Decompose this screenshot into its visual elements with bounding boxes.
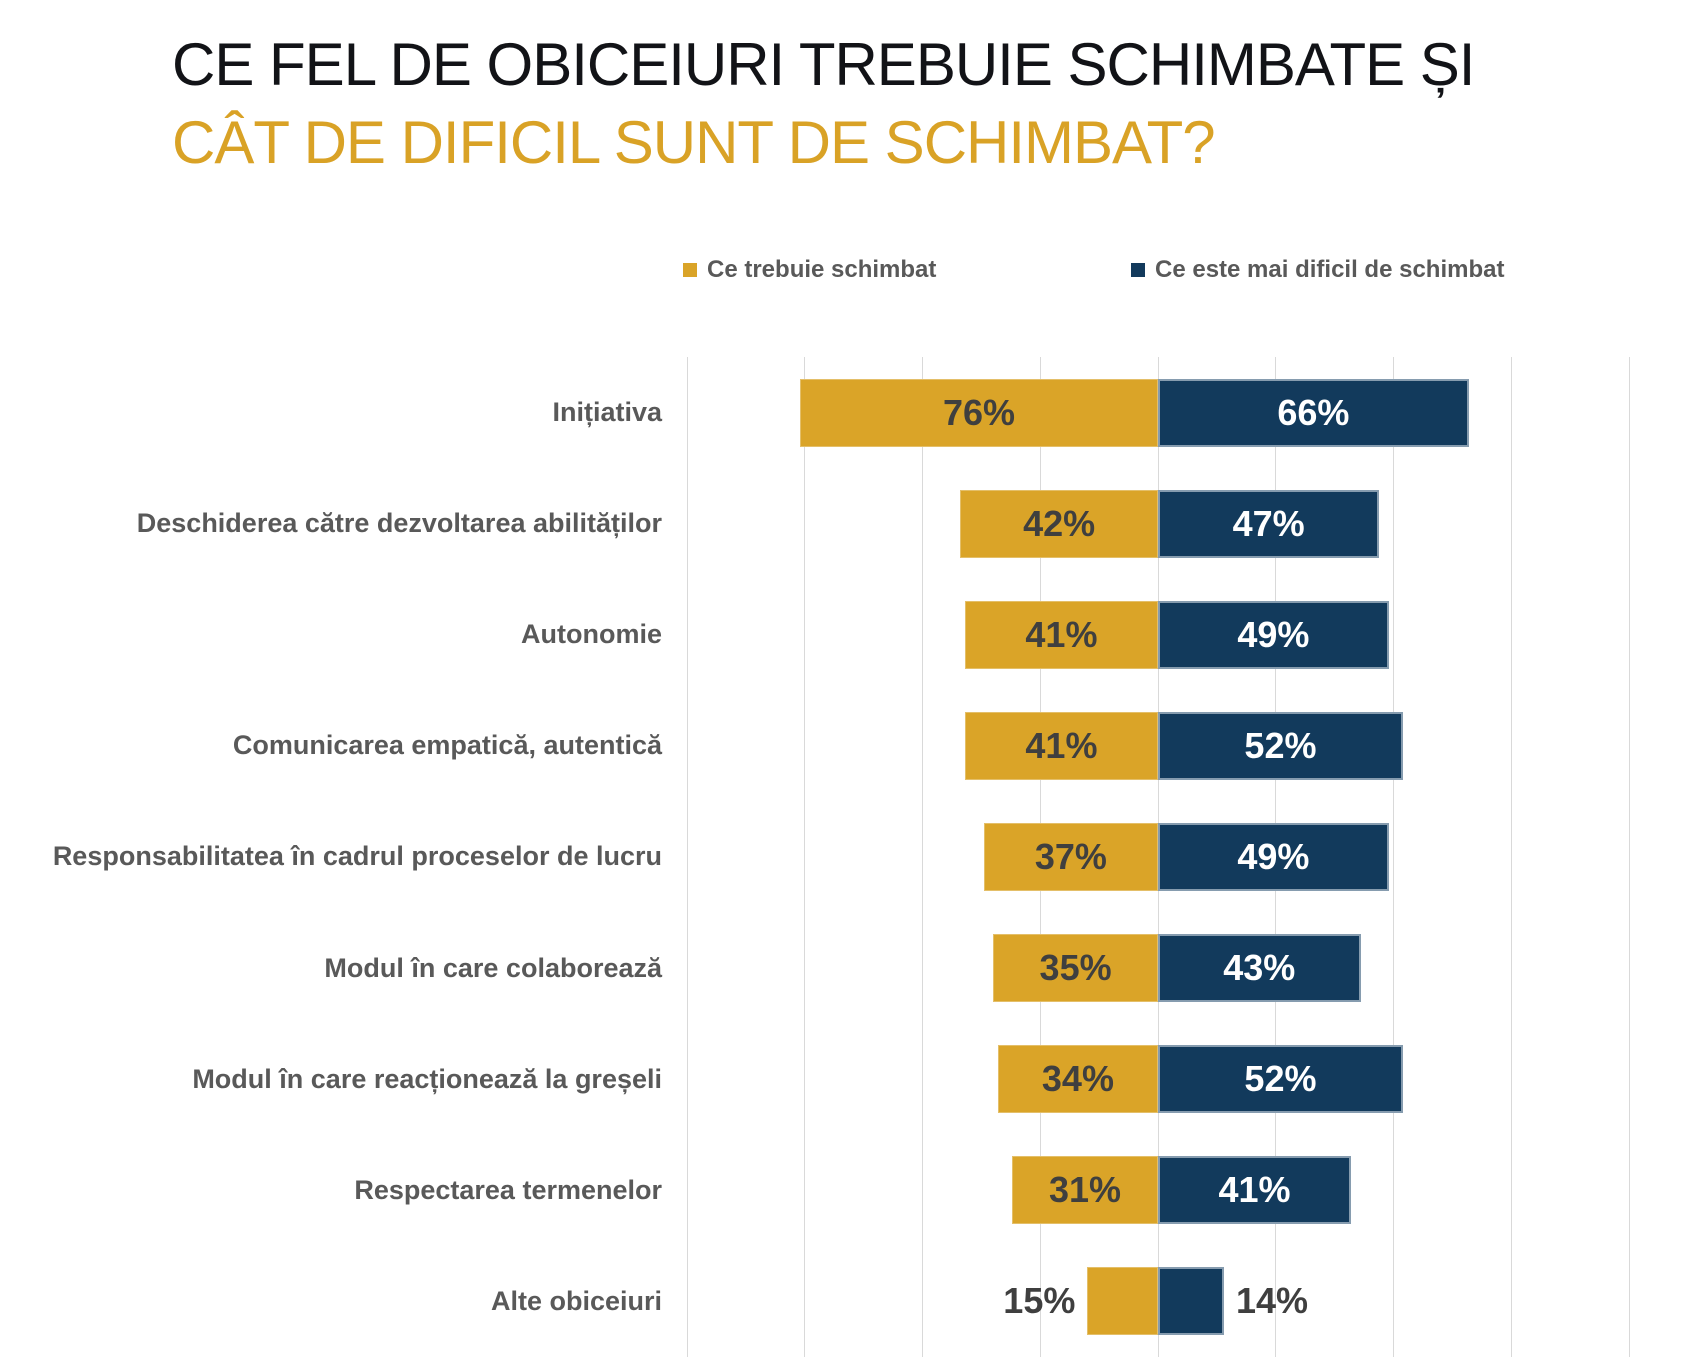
value-label: 41%: [1025, 613, 1098, 655]
value-label: 52%: [1244, 1058, 1317, 1100]
legend-item-ce-este-mai-dificil: Ce este mai dificil de schimbat: [1131, 254, 1504, 286]
value-label: 41%: [1218, 1169, 1291, 1211]
gold-bar: 31%: [1012, 1156, 1158, 1225]
gridline: [1628, 357, 1630, 1357]
gridline: [922, 357, 923, 1357]
category-label: Comunicarea empatică, autentică: [232, 730, 662, 761]
gold-bar: 35%: [993, 934, 1158, 1003]
legend-swatch-gold-icon: [683, 263, 697, 277]
gold-bar: 41%: [964, 711, 1158, 780]
navy-bar: 49%: [1158, 822, 1389, 891]
legend-label-ce-este-mai-dificil: Ce este mai dificil de schimbat: [1155, 256, 1505, 283]
category-label: Respectarea termenelor: [354, 1174, 662, 1205]
legend-item-ce-trebuie-schimbat: Ce trebuie schimbat: [683, 254, 936, 286]
bar-row: 42% 47%: [687, 468, 1629, 579]
navy-bar: 52%: [1158, 711, 1403, 780]
gridline: [1510, 357, 1512, 1357]
bar-row: 34% 52%: [687, 1024, 1629, 1135]
gold-bar: 34%: [997, 1045, 1158, 1114]
gold-bar: 42%: [960, 489, 1158, 558]
title-line-1: CE FEL DE OBICEIURI TREBUIE SCHIMBATE ȘI: [172, 31, 1475, 98]
category-label: Autonomie: [521, 619, 662, 650]
value-label: 15%: [1003, 1280, 1076, 1322]
bar-row: 41% 49%: [687, 579, 1629, 690]
legend-swatch-navy-icon: [1131, 263, 1145, 277]
value-label: 43%: [1223, 947, 1296, 989]
category-label: Inițiativa: [552, 397, 662, 428]
value-label: 41%: [1025, 724, 1098, 766]
value-label: 31%: [1048, 1169, 1122, 1211]
bar-row: 37% 49%: [687, 801, 1629, 912]
value-label: 37%: [1034, 835, 1107, 877]
title-line-2: CÂT DE DIFICIL SUNT DE SCHIMBAT?: [172, 109, 1216, 176]
bar-row: 15% 14%: [687, 1246, 1629, 1357]
value-label: 47%: [1232, 502, 1305, 544]
navy-bar: 66%: [1158, 378, 1469, 447]
category-label: Modul în care colaborează: [324, 952, 662, 983]
navy-bar: [1158, 1267, 1224, 1336]
gridline: [804, 357, 806, 1357]
chart-title: CE FEL DE OBICEIURI TREBUIE SCHIMBATE ȘI…: [172, 26, 1475, 182]
navy-bar: 52%: [1158, 1045, 1403, 1114]
value-label: 76%: [942, 391, 1016, 433]
value-label: 49%: [1237, 835, 1310, 877]
gold-bar: 37%: [983, 822, 1158, 891]
bar-row: 35% 43%: [687, 913, 1629, 1024]
gold-bar: 76%: [800, 378, 1158, 447]
value-label: 49%: [1237, 613, 1310, 655]
gold-bar: 41%: [964, 600, 1158, 669]
bar-row: 31% 41%: [687, 1135, 1629, 1246]
category-label: Modul în care reacționează la greșeli: [192, 1063, 662, 1094]
gold-bar: [1087, 1267, 1158, 1336]
plot-area: 76% 66% 42% 47% 41% 49% 41% 52% 37% 49% 35% 43% 34% 5…: [686, 357, 1630, 1357]
navy-bar: 43%: [1158, 934, 1361, 1003]
navy-bar: 49%: [1158, 600, 1389, 669]
category-label: Alte obiceiuri: [490, 1285, 662, 1316]
gridline: [1393, 357, 1394, 1357]
navy-bar: 41%: [1158, 1156, 1352, 1225]
category-label: Deschiderea către dezvoltarea abilitățil…: [136, 508, 662, 539]
value-label: 35%: [1039, 947, 1112, 989]
value-label: 52%: [1244, 724, 1317, 766]
category-label: Responsabilitatea în cadrul proceselor d…: [52, 841, 662, 872]
legend-label-ce-trebuie-schimbat: Ce trebuie schimbat: [707, 256, 937, 283]
bar-row: 41% 52%: [687, 690, 1629, 801]
gridline: [686, 357, 688, 1357]
value-label: 66%: [1277, 391, 1350, 433]
bar-row: 76% 66%: [687, 357, 1629, 468]
value-label: 14%: [1235, 1280, 1308, 1322]
value-label: 34%: [1041, 1058, 1114, 1100]
category-labels: Inițiativa Deschiderea către dezvoltarea …: [0, 357, 662, 1357]
navy-bar: 47%: [1158, 489, 1380, 558]
value-label: 42%: [1023, 502, 1096, 544]
